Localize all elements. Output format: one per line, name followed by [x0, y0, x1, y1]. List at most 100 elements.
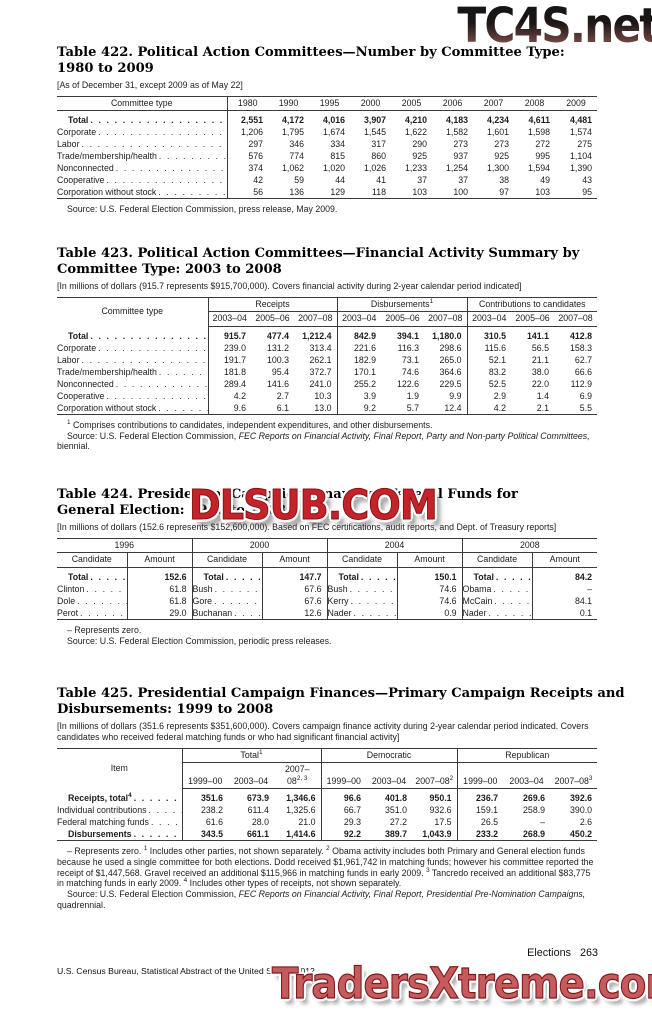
column-header: 2005–06 [381, 311, 424, 327]
dot-leader [487, 607, 532, 619]
value-cell: 412.8 [570, 330, 593, 341]
value-cell: 84.2 [531, 567, 598, 583]
value-cell: 150.1 [396, 567, 463, 583]
value-cell: 136 [289, 187, 304, 198]
dot-leader [494, 571, 532, 583]
value-cell: 1,043.9 [422, 829, 452, 840]
value-cell: 4,016 [322, 115, 345, 126]
value-cell: 1,598 [527, 127, 550, 138]
column-header: 2000 [191, 538, 328, 554]
value-cell: 334 [330, 139, 345, 150]
value-cell: 13.0 [314, 402, 332, 413]
value-cell: 275 [577, 139, 592, 150]
row-label: Receipts, total4 [57, 789, 182, 805]
value-cell: 995 [535, 151, 550, 162]
value-cell: 118 [371, 187, 386, 198]
table-footnote: – Represents zero. 1 Includes other part… [57, 845, 594, 889]
dot-leader [149, 816, 182, 828]
value-cell: 364.6 [439, 366, 462, 377]
value-cell: 258.9 [523, 805, 546, 816]
value-cell: 100.3 [266, 354, 289, 365]
table-footnote: – Represents zero. [67, 624, 142, 635]
value-cell: 774 [289, 151, 304, 162]
value-cell: 116.3 [397, 342, 419, 353]
value-cell: 37 [458, 175, 468, 186]
row-label: McCain [461, 594, 533, 607]
value-cell: 74.6 [396, 594, 463, 607]
column-header: Total1 [181, 748, 322, 764]
value-cell: 12.6 [261, 606, 328, 620]
value-cell: 310.5 [466, 326, 512, 342]
row-label: Bush [326, 582, 398, 595]
row-label: Total [57, 326, 208, 342]
value-cell: 73.1 [401, 354, 419, 365]
value-cell: 9.9 [449, 390, 462, 401]
value-cell: 141.1 [527, 330, 550, 341]
value-cell: 52.1 [466, 353, 512, 366]
value-cell: 6.9 [579, 390, 593, 401]
value-cell: 67.6 [261, 582, 328, 595]
table-title: Table 424. Presidential Campaign Finance… [57, 487, 518, 518]
value-cell: 97 [499, 187, 509, 198]
dot-leader [213, 583, 262, 595]
table-footnote: 1 Comprises contributions to candidates,… [67, 418, 433, 430]
value-cell: 4,611 [528, 115, 550, 126]
value-cell: 122.6 [396, 378, 419, 389]
value-cell: 4,234 [486, 115, 509, 126]
column-header: Receipts [207, 297, 337, 313]
value-cell: 915.7 [207, 326, 251, 342]
value-cell: 61.8 [126, 582, 193, 595]
column-header: 1990 [268, 96, 309, 112]
value-cell: 374 [226, 162, 268, 175]
row-label: Total [57, 111, 227, 127]
column-header: 2007–082 [412, 762, 458, 790]
dot-leader [80, 354, 208, 366]
value-cell: 52.5 [466, 377, 512, 390]
row-label: Gore [191, 594, 263, 607]
value-cell: 28.0 [251, 817, 269, 828]
value-cell: 1,206 [226, 126, 268, 139]
value-cell: 96.6 [320, 788, 367, 805]
column-header: 2005–06 [511, 311, 555, 327]
value-cell: 2.1 [536, 402, 550, 413]
value-cell: 4,183 [445, 115, 468, 126]
table-section-423: Table 423. Political Action Committees—F… [57, 246, 598, 452]
value-cell: 182.9 [336, 353, 381, 366]
value-cell: 5.7 [406, 402, 419, 413]
value-cell: 389.7 [385, 829, 408, 840]
value-cell: 170.1 [336, 365, 381, 378]
value-cell: 112.9 [570, 378, 593, 389]
column-header: Contributions to candidates [466, 297, 598, 313]
value-cell: 394.1 [396, 330, 419, 341]
table-title: Table 422. Political Action Committees—N… [57, 45, 565, 76]
row-label: Labor [57, 354, 208, 366]
watermark-bottom: TradersXtreme.com [271, 958, 652, 1009]
row-label: Corporate [57, 342, 208, 354]
value-cell: 268.9 [523, 829, 546, 840]
value-cell: 1.4 [536, 390, 550, 401]
value-cell: 1,622 [404, 127, 427, 138]
value-cell: 4,210 [404, 115, 427, 126]
column-header: Candidate [191, 552, 263, 568]
row-label: Trade/membership/health [57, 150, 227, 162]
value-cell: 1,325.6 [286, 805, 316, 816]
column-header: 2003–04 [366, 762, 413, 790]
row-label: Corporation without stock [57, 186, 227, 199]
row-label: Total [57, 567, 127, 583]
column-header: 2003–04 [466, 311, 512, 327]
column-header: 2007–08 [424, 311, 468, 327]
column-header: 2008 [514, 96, 555, 112]
row-label: Dole [57, 595, 127, 607]
dot-leader [157, 150, 227, 162]
dot-leader [114, 162, 227, 174]
value-cell: 925 [494, 151, 509, 162]
value-cell: 1,062 [281, 163, 304, 174]
value-cell: 181.8 [207, 365, 251, 378]
value-cell: 191.7 [207, 353, 251, 366]
value-cell: 3,907 [363, 115, 386, 126]
value-cell: 131.2 [266, 342, 289, 353]
value-cell: 83.2 [466, 365, 512, 378]
value-cell: 273 [494, 139, 509, 150]
column-header: Item [110, 762, 128, 773]
row-label: Total [326, 567, 398, 583]
